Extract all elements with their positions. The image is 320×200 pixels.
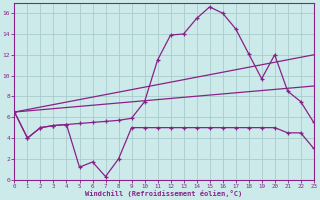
X-axis label: Windchill (Refroidissement éolien,°C): Windchill (Refroidissement éolien,°C) (85, 190, 243, 197)
